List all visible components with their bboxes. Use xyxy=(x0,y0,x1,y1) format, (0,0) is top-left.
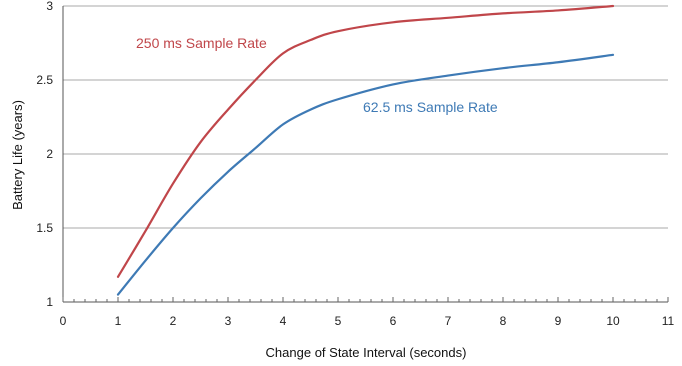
axes xyxy=(62,6,669,303)
y-tick-label: 1 xyxy=(46,295,53,309)
x-tick-label: 6 xyxy=(390,314,397,328)
x-tick-label: 3 xyxy=(225,314,232,328)
grid-lines xyxy=(63,5,668,229)
x-tick-label: 8 xyxy=(500,314,507,328)
x-tick-label: 7 xyxy=(445,314,452,328)
x-tick-labels: 0 1 2 3 4 5 6 7 8 9 10 11 xyxy=(60,314,675,328)
x-tick-label: 4 xyxy=(280,314,287,328)
series-line-0 xyxy=(116,4,615,278)
series-lines xyxy=(116,4,615,296)
x-tick-label: 0 xyxy=(60,314,67,328)
x-tick-label: 11 xyxy=(662,314,675,328)
x-tick-label: 5 xyxy=(335,314,342,328)
y-tick-label: 1.5 xyxy=(36,221,53,235)
series-label-250ms: 250 ms Sample Rate xyxy=(136,35,267,51)
y-tick-label: 2.5 xyxy=(36,73,53,87)
series-line-1 xyxy=(116,53,615,296)
x-tick-label: 9 xyxy=(555,314,562,328)
x-axis-title: Change of State Interval (seconds) xyxy=(266,345,467,360)
x-tick-label: 1 xyxy=(115,314,122,328)
y-axis-title: Battery Life (years) xyxy=(10,100,25,210)
y-tick-labels: 1 1.5 2 2.5 3 xyxy=(36,0,53,309)
y-tick-label: 2 xyxy=(46,147,53,161)
series-label-62-5ms: 62.5 ms Sample Rate xyxy=(363,99,498,115)
x-tick-label: 10 xyxy=(606,314,620,328)
y-tick-label: 3 xyxy=(46,0,53,13)
x-tick-label: 2 xyxy=(170,314,177,328)
